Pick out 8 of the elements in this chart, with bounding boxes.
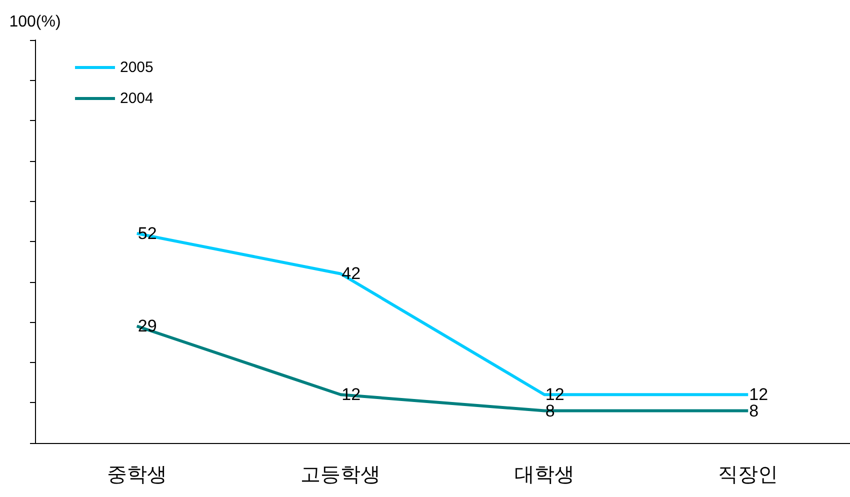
x-tick-label: 중학생: [106, 464, 167, 486]
x-tick-label: 고등학생: [300, 464, 381, 486]
legend-label: 2005: [120, 59, 154, 76]
x-tick-label: 직장인: [718, 464, 778, 486]
legend-label: 2004: [120, 90, 154, 107]
x-tick-label: 대학생: [514, 464, 574, 486]
y-axis-title: 100(%): [9, 14, 61, 30]
data-label: 42: [342, 264, 361, 284]
